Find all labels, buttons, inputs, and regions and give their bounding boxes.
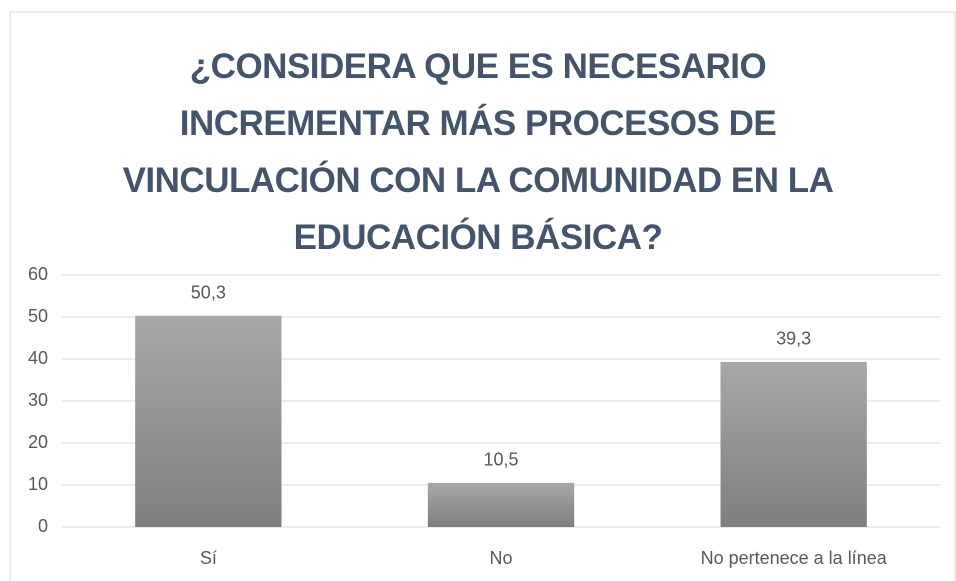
chart-title: ¿CONSIDERA QUE ES NECESARIO INCREMENTAR … <box>122 47 834 257</box>
data-label: 10,5 <box>483 450 518 470</box>
chart-border <box>9 11 956 581</box>
x-tick-label: No <box>489 548 512 568</box>
x-tick-label: Sí <box>200 548 217 568</box>
y-tick-label: 30 <box>28 390 48 410</box>
data-label: 50,3 <box>191 282 226 302</box>
bar <box>720 361 867 527</box>
y-tick-label: 40 <box>28 348 48 368</box>
bar <box>427 482 575 527</box>
x-tick-label: No pertenece a la línea <box>701 548 888 568</box>
y-tick-label: 10 <box>28 474 48 494</box>
y-tick-label: 0 <box>38 516 48 536</box>
data-label: 39,3 <box>776 329 811 349</box>
y-tick-label: 50 <box>28 306 48 326</box>
y-tick-label: 60 <box>28 264 48 284</box>
bar <box>135 315 282 527</box>
y-tick-label: 20 <box>28 432 48 452</box>
